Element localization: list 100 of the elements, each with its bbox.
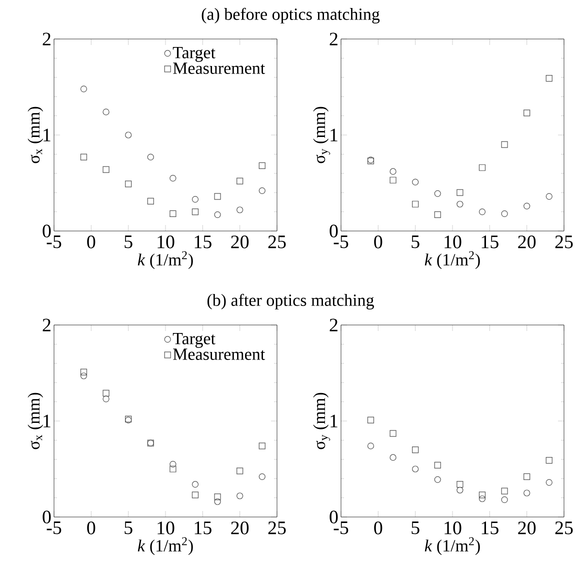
point: [456, 486, 464, 494]
legend-label: Measurement: [173, 348, 266, 360]
x-tick-label: 20: [518, 236, 536, 248]
point: [102, 108, 110, 116]
point: [170, 466, 176, 472]
point: [80, 154, 88, 160]
x-tick-label: 10: [158, 522, 174, 534]
point: [390, 430, 396, 437]
point: [80, 86, 88, 92]
x-axis-title: k (1/m$^{2}$): [138, 537, 193, 555]
point: [258, 473, 266, 480]
y-tick-label: 2: [330, 32, 338, 46]
x-tick-label: 20: [231, 522, 249, 534]
point: [524, 473, 530, 480]
x-tick-label: 15: [482, 522, 498, 534]
point: [412, 200, 419, 208]
y-axis-title: σ$_{x}$ (mm): [28, 106, 44, 164]
x-tick-label: 15: [194, 522, 212, 534]
point: [434, 476, 441, 483]
point: [214, 211, 221, 218]
point: [412, 178, 419, 186]
point: [456, 481, 464, 488]
x-axis-title: k (1/m$^{2}$): [424, 537, 480, 555]
x-tick-label: -5: [334, 522, 348, 534]
point: [501, 141, 508, 148]
point: [214, 494, 221, 500]
point: [80, 368, 88, 376]
x-tick-label: 0: [374, 522, 382, 534]
x-tick-label: -5: [46, 522, 62, 534]
x-tick-label: 20: [231, 236, 249, 248]
point: [236, 468, 244, 474]
x-tick-label: 0: [374, 236, 382, 248]
point: [456, 200, 464, 208]
point: [524, 202, 530, 210]
point: [501, 488, 508, 494]
point: [456, 189, 464, 196]
legend-label: Target: [172, 333, 216, 348]
point: [546, 75, 552, 82]
x-tick-label: 5: [124, 522, 132, 534]
point: [214, 498, 221, 505]
point: [192, 492, 199, 498]
point: [524, 110, 530, 116]
point: [367, 442, 374, 450]
point: [236, 492, 244, 500]
point: [390, 454, 396, 461]
point: [412, 446, 419, 454]
y-tick-label: 0: [42, 224, 51, 238]
point: [478, 495, 486, 502]
x-tick-label: 5: [412, 522, 420, 534]
point: [192, 196, 199, 203]
point: [258, 187, 266, 194]
x-tick-label: 5: [412, 236, 420, 248]
y-tick-label: 1: [330, 414, 338, 428]
x-tick-label: 15: [194, 236, 212, 248]
x-tick-label: -5: [46, 236, 62, 248]
chart-title: (a) before optics matching: [202, 8, 380, 24]
y-tick-label: 0: [42, 510, 51, 524]
point: [367, 416, 374, 424]
x-tick-label: 0: [87, 236, 96, 248]
y-axis-title: σ$_{y}$ (mm): [313, 392, 330, 450]
y-tick-label: 0: [330, 224, 338, 238]
point: [192, 208, 199, 216]
x-tick-label: 10: [444, 522, 462, 534]
point: [192, 481, 199, 488]
x-tick-label: 10: [158, 236, 174, 248]
point: [434, 190, 441, 197]
y-tick-label: 2: [42, 32, 50, 46]
point: [478, 208, 486, 216]
point: [102, 396, 110, 402]
point: [390, 168, 396, 175]
point: [170, 460, 176, 468]
point: [125, 180, 132, 188]
x-tick-label: 20: [518, 522, 536, 534]
x-axis-title: k (1/m$^{2}$): [138, 251, 193, 269]
x-tick-label: 25: [555, 236, 573, 248]
point: [546, 457, 552, 464]
point: [434, 462, 441, 468]
point: [258, 442, 266, 450]
y-axis-title: σ$_{x}$ (mm): [28, 392, 44, 450]
point: [147, 154, 154, 160]
y-tick-label: 2: [330, 318, 338, 332]
point: [147, 198, 154, 205]
x-tick-label: 25: [555, 522, 573, 534]
x-axis-title: k (1/m$^{2}$): [424, 251, 480, 269]
point: [412, 466, 419, 472]
point: [236, 178, 244, 184]
point: [546, 193, 552, 200]
legend-label: Target: [172, 47, 216, 62]
x-tick-label: 25: [268, 236, 286, 248]
point: [214, 193, 221, 200]
legend-label: Measurement: [173, 62, 266, 74]
y-tick-label: 2: [42, 318, 50, 332]
y-tick-label: 0: [330, 510, 338, 524]
point: [258, 162, 266, 170]
y-axis-title: σ$_{y}$ (mm): [313, 106, 330, 164]
y-tick-label: 1: [44, 128, 50, 142]
point: [478, 164, 486, 171]
chart-title: (b) after optics matching: [207, 294, 374, 310]
point: [524, 490, 530, 496]
point: [236, 206, 244, 214]
